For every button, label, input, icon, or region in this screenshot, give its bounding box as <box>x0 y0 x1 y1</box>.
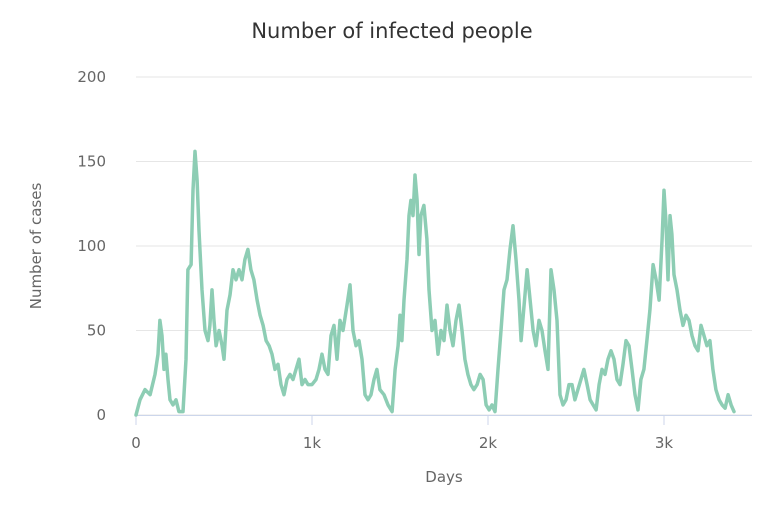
y-axis-title: Number of cases <box>27 183 45 310</box>
y-tick-label: 50 <box>87 322 106 340</box>
x-tick-label: 0 <box>131 434 141 452</box>
y-tick-label: 150 <box>77 153 106 171</box>
x-axis-title: Days <box>425 468 463 486</box>
data-line <box>134 149 736 417</box>
y-tick-label: 0 <box>96 406 106 424</box>
chart-title: Number of infected people <box>251 19 532 43</box>
y-tick-label: 100 <box>77 237 106 255</box>
y-tick-label: 200 <box>77 68 106 86</box>
x-tick-label: 2k <box>479 434 498 452</box>
x-tick-label: 3k <box>655 434 674 452</box>
x-tick-label: 1k <box>303 434 322 452</box>
